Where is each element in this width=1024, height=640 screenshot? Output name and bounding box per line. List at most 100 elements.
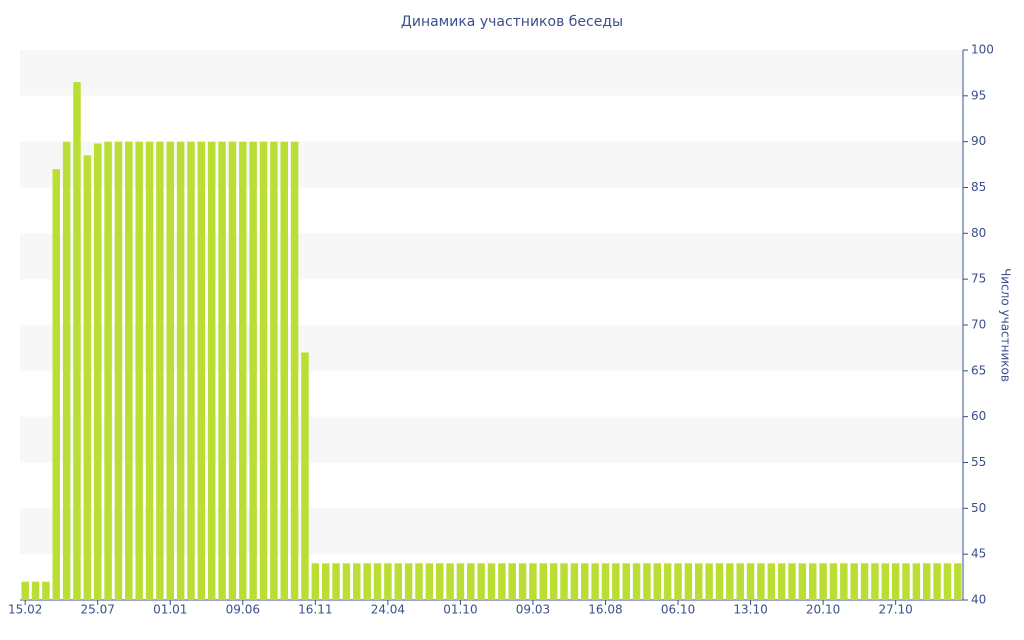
bar: [332, 563, 340, 600]
bar: [290, 141, 299, 600]
bar: [425, 563, 434, 600]
bar: [860, 563, 869, 600]
x-tick-label: 06.10: [661, 603, 695, 617]
bar: [705, 563, 713, 600]
bar: [902, 563, 910, 600]
bar: [62, 141, 71, 600]
bar: [270, 141, 278, 600]
bar: [249, 141, 257, 600]
y-tick-label: 65: [971, 363, 986, 377]
y-tick-label: 95: [971, 88, 986, 102]
bar: [695, 563, 703, 600]
bar: [166, 141, 174, 600]
bar: [83, 155, 92, 600]
bar: [819, 563, 827, 600]
bar: [145, 141, 154, 600]
bar: [114, 141, 123, 600]
bar: [674, 563, 682, 600]
bar: [31, 581, 40, 600]
x-tick-label: 25.07: [81, 603, 115, 617]
bar: [871, 563, 879, 600]
bar: [684, 563, 693, 600]
bar: [757, 563, 765, 600]
bar: [259, 141, 268, 600]
x-tick-label: 09.06: [226, 603, 260, 617]
bar: [187, 141, 195, 600]
bar: [943, 563, 952, 600]
bar: [73, 82, 81, 601]
x-tick-label: 13.10: [733, 603, 767, 617]
bar: [197, 141, 206, 600]
x-tick-label: 01.01: [153, 603, 187, 617]
x-tick-label: 15.02: [8, 603, 42, 617]
bar: [156, 141, 164, 600]
bar: [311, 563, 320, 600]
y-tick-label: 85: [971, 180, 986, 194]
bar: [384, 563, 392, 600]
y-tick-label: 70: [971, 318, 986, 332]
y-tick-label: 60: [971, 409, 986, 423]
bar: [301, 352, 309, 600]
bar: [363, 563, 371, 600]
bar: [415, 563, 423, 600]
bar: [498, 563, 506, 600]
bar: [518, 563, 527, 600]
x-tick-label: 16.11: [298, 603, 332, 617]
y-tick-label: 45: [971, 547, 986, 561]
bar: [42, 581, 50, 600]
bar: [404, 563, 413, 600]
grid-band: [20, 50, 963, 96]
bar: [21, 581, 29, 600]
bar: [923, 563, 931, 600]
bar: [560, 563, 568, 600]
bar: [539, 563, 548, 600]
bar: [477, 563, 485, 600]
bar: [93, 143, 102, 600]
bar: [435, 563, 444, 600]
bar: [788, 563, 796, 600]
y-tick-label: 100: [971, 43, 994, 57]
bar: [508, 563, 516, 600]
bar: [581, 563, 589, 600]
y-axis-title: Число участников: [999, 268, 1013, 382]
bar: [912, 563, 921, 600]
bar: [373, 563, 382, 600]
bar: [239, 141, 247, 600]
x-tick-label: 16.08: [588, 603, 622, 617]
bar: [125, 141, 133, 600]
bar: [954, 563, 962, 600]
bar: [467, 563, 475, 600]
y-tick-label: 80: [971, 226, 986, 240]
bar: [591, 563, 599, 600]
bar: [653, 563, 662, 600]
bar: [218, 141, 226, 600]
bar: [715, 563, 724, 600]
bar: [321, 563, 330, 600]
y-tick-label: 50: [971, 501, 986, 515]
bar: [207, 141, 216, 600]
y-tick-label: 90: [971, 134, 986, 148]
bar: [228, 141, 237, 600]
bar: [829, 563, 838, 600]
bar: [570, 563, 579, 600]
bar: [394, 563, 402, 600]
bar: [746, 563, 755, 600]
bar: [529, 563, 537, 600]
y-tick-label: 55: [971, 455, 986, 469]
bar: [135, 141, 143, 600]
chart-title: Динамика участников беседы: [401, 14, 623, 30]
x-tick-label: 09.03: [516, 603, 550, 617]
x-tick-label: 24.04: [371, 603, 405, 617]
bar: [622, 563, 630, 600]
bar: [850, 563, 858, 600]
bar: [456, 563, 465, 600]
bar: [280, 141, 288, 600]
bar: [881, 563, 890, 600]
x-tick-label: 01.10: [443, 603, 477, 617]
x-tick-label: 27.10: [878, 603, 912, 617]
bar: [612, 563, 620, 600]
bar: [176, 141, 185, 600]
bar: [798, 563, 807, 600]
bar: [663, 563, 672, 600]
